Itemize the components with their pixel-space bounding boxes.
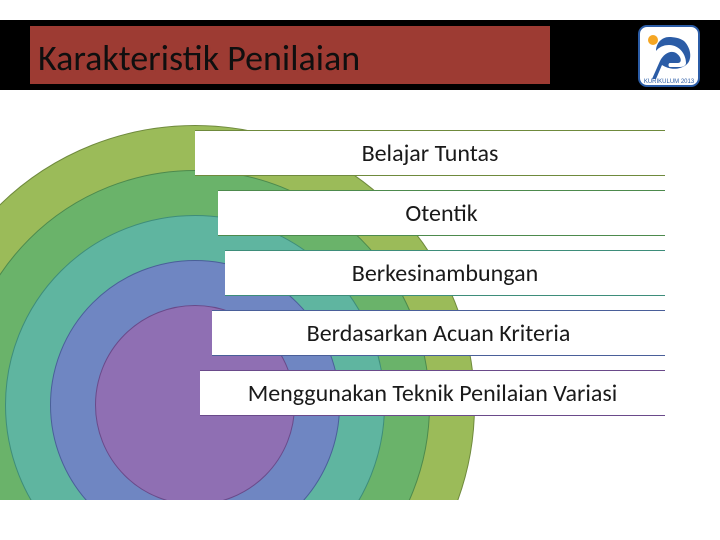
kurikulum-2013-logo: KURIKULUM 2013	[638, 25, 700, 87]
venn-label-text: Menggunakan Teknik Penilaian Variasi	[248, 379, 618, 408]
svg-text:KURIKULUM 2013: KURIKULUM 2013	[644, 79, 695, 85]
venn-label-text: Berdasarkan Acuan Kriteria	[307, 319, 571, 348]
title-bar: Karakteristik Penilaian KURIKULUM 2013	[0, 20, 720, 90]
stacked-venn-diagram: Belajar Tuntas Otentik Berkesinambungan Ber…	[0, 100, 720, 500]
venn-label-text: Belajar Tuntas	[362, 139, 499, 168]
venn-label-text: Berkesinambungan	[352, 259, 538, 288]
venn-label-text: Otentik	[405, 199, 477, 228]
venn-label-bar-5: Menggunakan Teknik Penilaian Variasi	[200, 370, 665, 416]
venn-label-bar-1: Belajar Tuntas	[195, 130, 665, 176]
venn-label-bar-3: Berkesinambungan	[225, 250, 665, 296]
venn-label-bar-4: Berdasarkan Acuan Kriteria	[212, 310, 665, 356]
venn-label-bar-2: Otentik	[218, 190, 665, 236]
page-title: Karakteristik Penilaian	[38, 36, 360, 80]
